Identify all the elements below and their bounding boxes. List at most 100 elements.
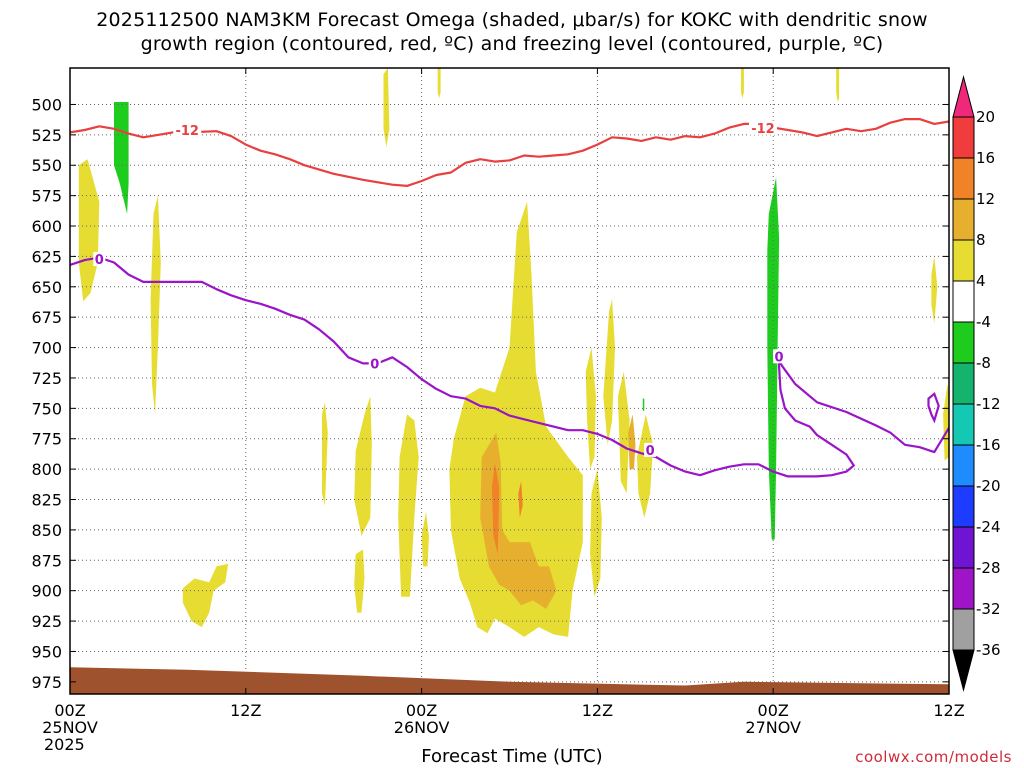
y-tick-label-750: 750	[31, 399, 62, 418]
omega-region-9	[421, 511, 429, 567]
y-tick-label-900: 900	[31, 582, 62, 601]
contour-layer	[70, 118, 949, 478]
colorbar-label-13: -36	[976, 641, 1001, 659]
colorbar-swatch-10	[952, 526, 975, 569]
colorbar-swatch-4	[952, 280, 975, 323]
contour-label-1-1: 0	[370, 358, 379, 373]
colorbar-swatch-12	[952, 608, 975, 651]
y-tick-label-775: 775	[31, 430, 62, 449]
x-tick-label-24-1: 26NOV	[394, 718, 450, 737]
omega-region-6	[354, 396, 372, 536]
colorbar-label-0: 20	[976, 108, 995, 126]
terrain-layer	[70, 667, 949, 694]
contour-label-1-0: 0	[95, 253, 104, 268]
y-tick-label-700: 700	[31, 339, 62, 358]
omega-region-18	[383, 68, 390, 147]
y-tick-label-625: 625	[31, 247, 62, 266]
y-tick-label-550: 550	[31, 156, 62, 175]
omega-region-5	[322, 402, 328, 506]
x-tick-label-0-2: 2025	[44, 735, 85, 754]
contour-label-bg-1-1	[368, 356, 381, 371]
y-tick-label-950: 950	[31, 642, 62, 661]
title-line-1: 2025112500 NAM3KM Forecast Omega (shaded…	[96, 9, 928, 31]
colorbar-swatch-7	[952, 403, 975, 446]
contour-minus12c	[70, 118, 949, 187]
colorbar-label-7: -12	[976, 395, 1001, 413]
omega-region-7	[354, 549, 365, 613]
x-tick-label-48-1: 27NOV	[745, 718, 801, 737]
contour-label-1-2: 0	[646, 444, 655, 459]
omega-region-19	[437, 68, 441, 99]
contour-label-layer: -12 -12 0 0 0 0	[93, 120, 786, 459]
omega-region-4	[182, 563, 229, 628]
colorbar: 20 16 12 8 4 -4 -8 -12 -16 -20 -24 -28 -32 -36	[952, 75, 1001, 692]
x-tick-label-0-0: 00Z	[54, 701, 85, 720]
omega-region-16	[931, 256, 938, 324]
x-tick-label-12-0: 12Z	[230, 701, 261, 720]
omega-region-12	[590, 469, 602, 597]
colorbar-swatch-8	[952, 444, 975, 487]
colorbar-swatch-0	[952, 116, 975, 159]
colorbar-label-8: -16	[976, 436, 1001, 454]
chart-title: 2025112500 NAM3KM Forecast Omega (shaded…	[0, 8, 1024, 56]
omega-region-23	[628, 414, 636, 470]
colorbar-label-3: 8	[976, 231, 986, 249]
y-tick-label-825: 825	[31, 491, 62, 510]
omega-region-21	[836, 68, 840, 102]
credit-text: coolwx.com/models	[855, 748, 1012, 766]
x-tick-label-36-0: 12Z	[582, 701, 613, 720]
colorbar-label-6: -8	[976, 354, 991, 372]
contour-label-0-1: -12	[751, 122, 775, 137]
colorbar-label-5: -4	[976, 313, 991, 331]
y-tick-label-525: 525	[31, 126, 62, 145]
x-tick-label-60-0: 12Z	[933, 701, 964, 720]
omega-region-3	[150, 195, 161, 415]
contour-label-bg-1-3	[773, 349, 786, 364]
colorbar-swatch-11	[952, 567, 975, 610]
colorbar-swatch-5	[952, 321, 975, 364]
contour-label-bg-0-0	[173, 123, 202, 138]
y-tick-label-575: 575	[31, 187, 62, 206]
y-tick-label-500: 500	[31, 95, 62, 114]
x-tick-label-24-0: 00Z	[406, 701, 437, 720]
colorbar-bottom-arrow	[952, 649, 975, 692]
omega-region-22	[480, 432, 557, 609]
x-tick-label-0-1: 25NOV	[42, 718, 98, 737]
contour-label-bg-0-1	[748, 120, 777, 135]
contour-freezing-level-ring	[927, 391, 940, 424]
colorbar-label-12: -32	[976, 600, 1001, 618]
colorbar-label-1: 16	[976, 149, 995, 167]
y-tick-label-975: 975	[31, 673, 62, 692]
y-tick-label-850: 850	[31, 521, 62, 540]
colorbar-top-arrow	[952, 75, 975, 118]
omega-region-14	[617, 371, 630, 494]
omega-region-17	[943, 384, 949, 461]
y-tick-label-925: 925	[31, 612, 62, 631]
colorbar-swatch-3	[952, 239, 975, 282]
colorbar-swatch-2	[952, 198, 975, 241]
colorbar-label-4: 4	[976, 272, 986, 290]
colorbar-swatch-9	[952, 485, 975, 528]
y-tick-label-675: 675	[31, 308, 62, 327]
omega-region-26	[642, 398, 645, 411]
x-axis-label: Forecast Time (UTC)	[421, 746, 603, 767]
axes-layer: 500 525 550 575 600 625 650 675 700 725 750 775 800 8…	[31, 68, 965, 754]
colorbar-swatch-1	[952, 157, 975, 200]
omega-region-15	[637, 414, 654, 518]
contour-label-bg-1-2	[644, 442, 657, 457]
contour-label-0-0: -12	[175, 124, 199, 139]
contour-label-1-3: 0	[775, 350, 784, 365]
colorbar-label-9: -20	[976, 477, 1001, 495]
y-tick-label-800: 800	[31, 460, 62, 479]
colorbar-label-10: -24	[976, 518, 1001, 536]
plot-frame	[69, 67, 950, 695]
y-tick-label-600: 600	[31, 217, 62, 236]
title-line-2: growth region (contoured, red, ºC) and f…	[140, 33, 884, 55]
grid-layer	[70, 68, 949, 694]
contour-label-bg-1-0	[93, 252, 106, 267]
colorbar-label-11: -28	[976, 559, 1001, 577]
y-tick-label-875: 875	[31, 551, 62, 570]
colorbar-label-2: 12	[976, 190, 995, 208]
colorbar-swatch-6	[952, 362, 975, 405]
